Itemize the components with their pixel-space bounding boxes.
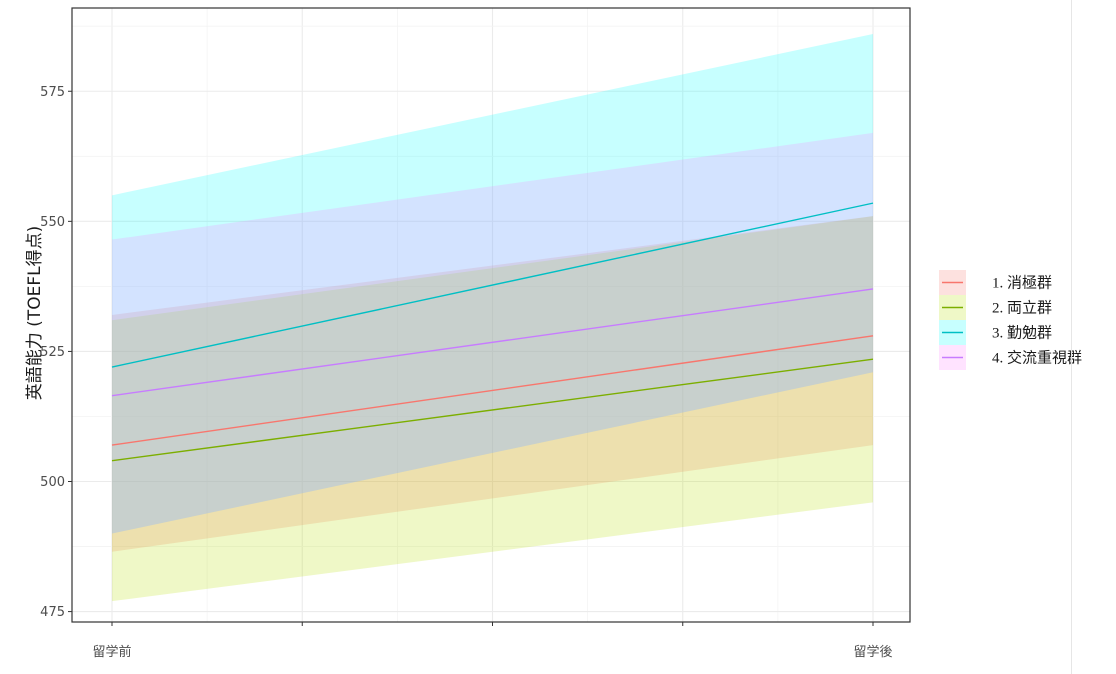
legend-label: 3. 勤勉群 bbox=[992, 325, 1052, 342]
y-tick-label: 500 bbox=[40, 475, 65, 490]
series-line-4 bbox=[111, 288, 874, 397]
confidence-band-4 bbox=[112, 132, 873, 534]
confidence-band-1 bbox=[112, 216, 873, 552]
series-line-1 bbox=[111, 335, 874, 446]
series-line-2 bbox=[111, 358, 874, 462]
x-tick-label: 留学前 bbox=[92, 644, 131, 660]
legend-label: 1. 消極群 bbox=[992, 275, 1052, 292]
plot-panel bbox=[72, 8, 910, 622]
grid-lines bbox=[72, 8, 910, 622]
legend-label: 2. 両立群 bbox=[992, 300, 1052, 317]
plot-border bbox=[71, 7, 911, 623]
confidence-bands bbox=[112, 34, 873, 602]
y-tick-label: 475 bbox=[40, 605, 65, 620]
series-line-3 bbox=[111, 202, 874, 368]
y-tick-label: 525 bbox=[40, 345, 65, 360]
series-lines bbox=[111, 202, 874, 462]
axis-ticks: 475 500 525 550 575 留学前 留学後 bbox=[40, 85, 892, 660]
x-tick-label: 留学後 bbox=[853, 644, 892, 660]
y-tick-label: 550 bbox=[40, 215, 65, 230]
confidence-band-2 bbox=[112, 216, 873, 602]
legend: 1. 消極群 2. 両立群 3. 勤勉群 4. 交流重視群 bbox=[939, 270, 1082, 370]
confidence-band-3 bbox=[112, 34, 873, 534]
legend-label: 4. 交流重視群 bbox=[992, 349, 1082, 367]
y-tick-label: 575 bbox=[40, 85, 65, 100]
y-axis-title: 英語能力 (TOEFL得点) bbox=[25, 226, 45, 400]
